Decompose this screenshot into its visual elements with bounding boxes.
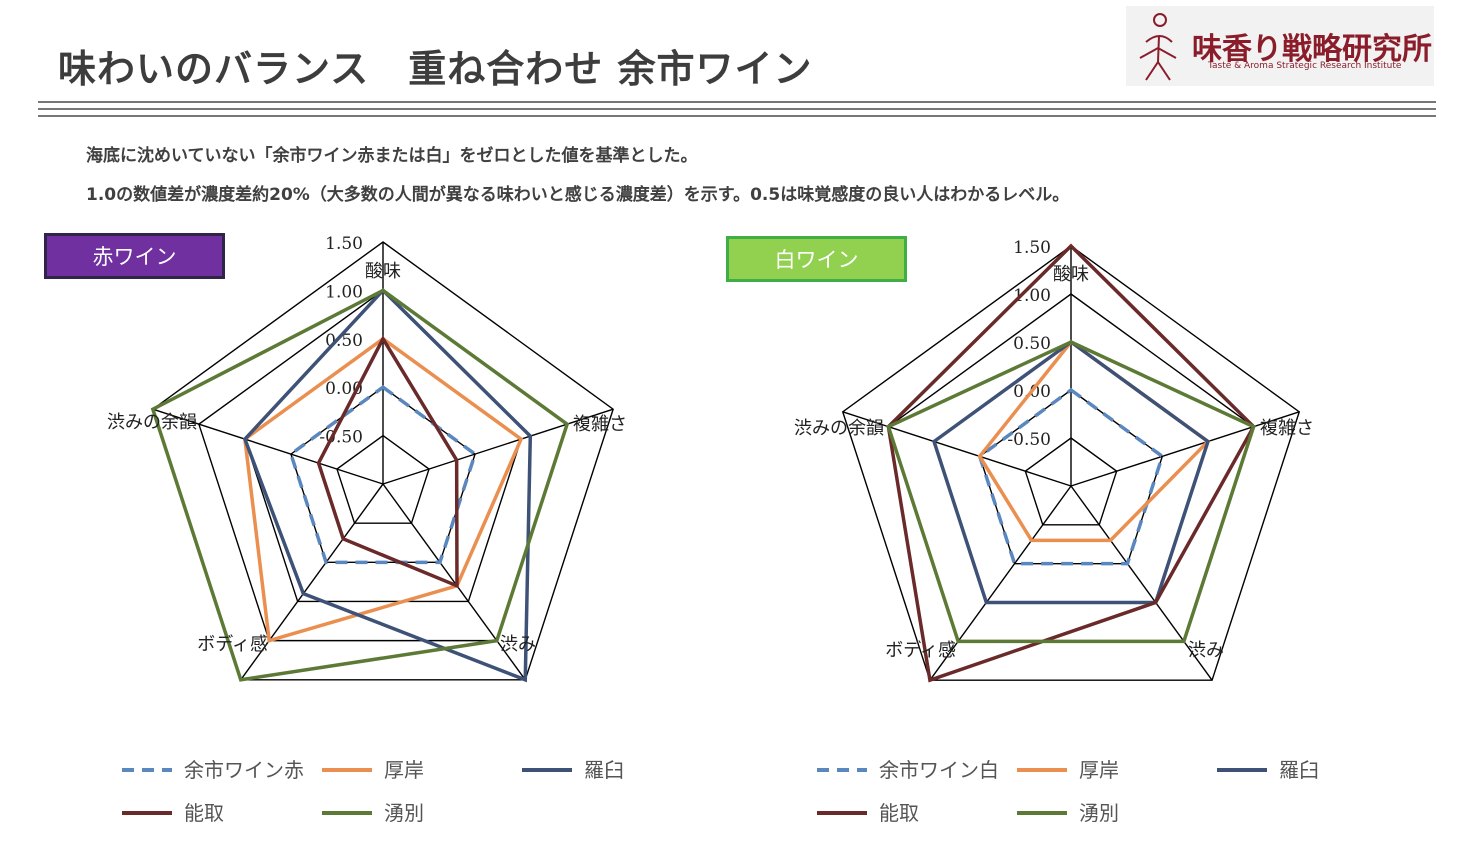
spoke-line bbox=[240, 483, 384, 681]
axis-label: 複雑さ bbox=[573, 414, 627, 435]
logo-figure-icon bbox=[1139, 13, 1177, 81]
legend-label: 羅臼 bbox=[1279, 758, 1319, 782]
legend-label: 能取 bbox=[879, 801, 919, 825]
brand-logo: 味香り戦略研究所 Taste & Aroma Strategic Researc… bbox=[1126, 6, 1434, 86]
grid-ring bbox=[1024, 437, 1118, 526]
legend-label: 能取 bbox=[184, 801, 224, 825]
spoke-line bbox=[842, 411, 1072, 487]
grid-ring bbox=[841, 245, 1301, 681]
spoke-line bbox=[382, 483, 526, 681]
axis-label: 渋み bbox=[500, 634, 536, 655]
series-line-湧別 bbox=[150, 288, 570, 682]
note-scale: 1.0の数値差が濃度差約20%（大多数の人間が異なる味わいと感じる濃度差）を示す… bbox=[86, 185, 1070, 205]
logo-text: 味香り戦略研究所 bbox=[1192, 32, 1432, 67]
spoke-line bbox=[1070, 485, 1213, 681]
header-rule-2 bbox=[38, 108, 1436, 110]
axis-label: 渋みの余韻 bbox=[794, 418, 884, 439]
spoke-line bbox=[152, 408, 384, 485]
axis-label: ボディ感 bbox=[197, 634, 268, 655]
series-line-余市ワイン bbox=[288, 385, 478, 565]
axis-label: ボディ感 bbox=[885, 640, 956, 661]
grid-ring bbox=[152, 241, 614, 681]
series-line-余市ワイン bbox=[977, 387, 1165, 566]
tick-label: 0.50 bbox=[325, 331, 363, 351]
header-rule-1 bbox=[38, 101, 1436, 103]
axis-label: 渋みの余韻 bbox=[107, 412, 197, 433]
legend-label: 湧別 bbox=[1079, 801, 1119, 825]
tick-label: 1.00 bbox=[325, 282, 363, 302]
tick-label: -0.50 bbox=[1007, 430, 1051, 450]
legend-label: 湧別 bbox=[384, 801, 424, 825]
spoke-line bbox=[382, 408, 614, 485]
legend-label: 余市ワイン白 bbox=[879, 758, 999, 782]
tick-label: 1.50 bbox=[325, 234, 363, 254]
spoke-line bbox=[1070, 411, 1300, 487]
note-baseline: 海底に沈めいていない「余市ワイン赤または白」をゼロとした値を基準とした。 bbox=[86, 146, 698, 166]
tick-label: -0.50 bbox=[319, 428, 363, 448]
series-line-湧別 bbox=[886, 340, 1256, 644]
page-title: 味わいのバランス 重ね合わせ 余市ワイン bbox=[58, 47, 813, 91]
legend-label: 余市ワイン赤 bbox=[184, 758, 304, 782]
legend-label: 羅臼 bbox=[584, 758, 624, 782]
axis-label: 渋み bbox=[1188, 640, 1224, 661]
spoke-line bbox=[929, 485, 1072, 681]
series-line-厚岸 bbox=[243, 336, 524, 643]
tick-label: 1.00 bbox=[1013, 286, 1051, 306]
tick-label: 0.50 bbox=[1013, 334, 1051, 354]
legend-label: 厚岸 bbox=[1079, 758, 1119, 782]
legend-label: 厚岸 bbox=[384, 758, 424, 782]
tick-label: 1.50 bbox=[1013, 238, 1051, 258]
axis-label: 酸味 bbox=[1053, 264, 1089, 285]
white-wine-badge: 白ワイン bbox=[726, 236, 907, 282]
series-line-羅臼 bbox=[931, 339, 1211, 605]
grid-ring bbox=[336, 434, 430, 524]
axis-label: 酸味 bbox=[365, 261, 401, 282]
header-rule-3 bbox=[38, 115, 1436, 117]
logo-subtext: Taste & Aroma Strategic Research Institu… bbox=[1208, 61, 1402, 71]
red-wine-badge: 赤ワイン bbox=[44, 233, 225, 279]
series-line-能取 bbox=[316, 335, 459, 589]
axis-label: 複雑さ bbox=[1260, 418, 1314, 439]
series-line-羅臼 bbox=[242, 287, 533, 683]
